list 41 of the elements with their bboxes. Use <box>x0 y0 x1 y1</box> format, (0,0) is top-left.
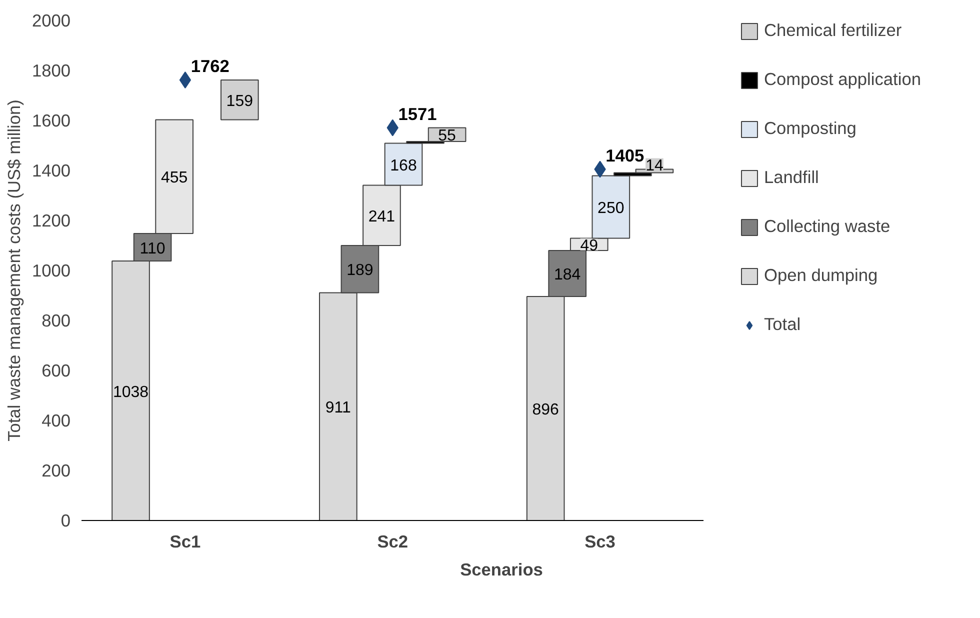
y-tick-label: 200 <box>42 460 71 480</box>
legend-label: Collecting waste <box>764 216 890 237</box>
legend-label: Landfill <box>764 167 819 188</box>
x-tick-label: Sc1 <box>170 532 201 552</box>
data-label: 1038 <box>112 384 149 401</box>
y-tick-label: 600 <box>42 360 71 380</box>
y-tick-label: 1200 <box>32 210 71 230</box>
data-label: 184 <box>554 266 581 284</box>
data-label: 189 <box>346 262 374 280</box>
y-tick-label: 1800 <box>32 60 71 80</box>
legend-label: Open dumping <box>764 265 878 286</box>
y-tick-label: 1400 <box>32 160 71 180</box>
data-label: 110 <box>140 240 166 258</box>
data-label: 911 <box>325 400 352 417</box>
data-label: 241 <box>368 208 396 226</box>
legend-label: Total <box>764 314 801 335</box>
x-tick-label: Sc2 <box>377 532 408 552</box>
y-axis-title: Total waste management costs (US$ million) <box>4 100 24 442</box>
y-tick-label: 800 <box>42 310 71 330</box>
data-label: 1762 <box>190 56 230 76</box>
data-label: 159 <box>226 92 254 110</box>
y-tick-label: 400 <box>42 410 71 430</box>
y-tick-label: 0 <box>60 510 71 530</box>
y-tick-label: 2000 <box>32 10 71 30</box>
legend-label: Composting <box>764 118 856 139</box>
y-tick-label: 1000 <box>32 260 71 280</box>
data-label: 49 <box>580 237 598 254</box>
data-label: 250 <box>598 200 624 217</box>
x-axis-title: Scenarios <box>460 560 543 580</box>
x-tick-label: Sc3 <box>584 532 616 552</box>
data-label: 168 <box>390 157 417 174</box>
data-label: 55 <box>438 128 456 145</box>
data-label: 14 <box>646 157 664 174</box>
data-label: 455 <box>160 170 188 187</box>
data-label: 1571 <box>398 104 438 124</box>
data-label: 896 <box>532 402 560 418</box>
y-tick-label: 1600 <box>32 110 71 130</box>
legend-label: Chemical fertilizer <box>764 20 902 41</box>
data-label: 1405 <box>606 145 645 166</box>
legend-label: Compost application <box>764 69 921 90</box>
point <box>179 72 192 88</box>
